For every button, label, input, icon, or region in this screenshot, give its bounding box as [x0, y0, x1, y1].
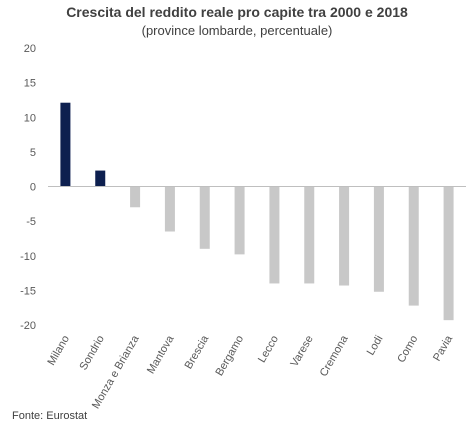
- bar: [443, 186, 454, 321]
- bar: [199, 186, 210, 249]
- x-tick-label: Milano: [45, 334, 72, 368]
- x-tick-label: Mantova: [145, 333, 177, 376]
- x-tick-label: Lecco: [256, 334, 281, 365]
- x-tick-label: Brescia: [183, 333, 212, 372]
- bar: [234, 186, 245, 255]
- source-note: Fonte: Eurostat: [12, 410, 88, 422]
- bar: [60, 102, 71, 187]
- y-tick-label: -5: [26, 216, 36, 228]
- bar: [95, 170, 106, 187]
- x-tick-label: Bergamo: [213, 334, 246, 379]
- bar: [408, 186, 419, 306]
- y-tick-label: 20: [24, 43, 36, 55]
- chart-title: Crescita del reddito reale pro capite tr…: [66, 4, 408, 20]
- x-tick-label: Sondrio: [77, 334, 106, 373]
- x-tick-label: Varese: [288, 334, 315, 369]
- bar: [269, 186, 280, 284]
- x-tick-label: Pavia: [431, 333, 456, 364]
- bar: [373, 186, 384, 292]
- bar: [130, 186, 141, 208]
- y-tick-label: -10: [20, 251, 36, 263]
- x-tick-label: Como: [395, 334, 420, 365]
- y-tick-label: 15: [24, 78, 36, 90]
- bar: [304, 186, 315, 284]
- bar: [339, 186, 350, 286]
- y-tick-label: -20: [20, 320, 36, 332]
- y-tick-label: -15: [20, 285, 36, 297]
- y-tick-label: 0: [30, 182, 36, 194]
- y-tick-label: 10: [24, 112, 36, 124]
- y-tick-label: 5: [30, 147, 36, 159]
- x-tick-label: Lodi: [365, 334, 386, 358]
- x-tick-label: Cremona: [318, 333, 351, 379]
- chart-subtitle: (province lombarde, percentuale): [141, 23, 333, 38]
- bar: [164, 186, 175, 232]
